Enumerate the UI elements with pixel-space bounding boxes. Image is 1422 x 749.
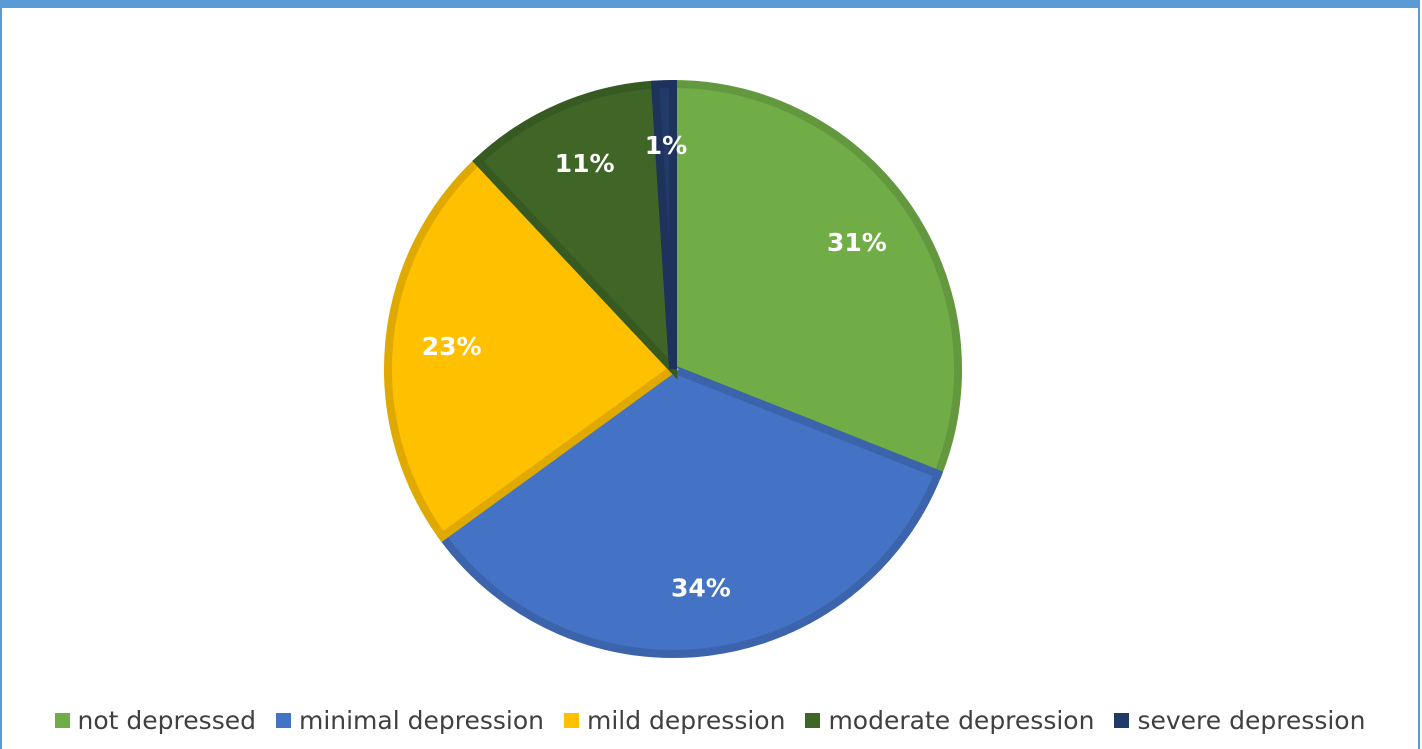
legend-swatch [1114, 712, 1130, 728]
pie-slices [383, 79, 962, 658]
legend-swatch [54, 712, 70, 728]
legend-item-minimal-depression: minimal depression [275, 705, 544, 735]
pie-slice-severe-depression [650, 79, 677, 370]
data-label-not-depressed: 31% [827, 228, 887, 257]
pie-data-labels: 31% 34% 23% 11% 1% [422, 131, 887, 603]
pie-slice-mild-depression [383, 155, 680, 543]
legend-label: not depressed [77, 705, 256, 735]
chart-legend: not depressed minimal depression mild de… [0, 700, 1420, 740]
legend-swatch [275, 712, 291, 728]
pie-slice-moderate-depression [472, 80, 678, 380]
legend-item-mild-depression: mild depression [564, 706, 785, 735]
legend-label: severe depression [1137, 705, 1366, 735]
legend-label: moderate depression [828, 705, 1095, 735]
pie-slice-not-depressed [669, 79, 962, 480]
legend-item-not-depressed: not depressed [54, 705, 256, 735]
legend-swatch [805, 712, 821, 728]
data-label-severe-depression: 1% [645, 131, 687, 160]
data-label-moderate-depression: 11% [555, 149, 615, 178]
pie-slice-minimal-depression [436, 364, 944, 658]
legend-label: minimal depression [298, 705, 544, 735]
data-label-minimal-depression: 34% [671, 574, 731, 603]
data-label-mild-depression: 23% [422, 332, 482, 361]
legend-item-severe-depression: severe depression [1114, 706, 1365, 735]
legend-swatch [564, 712, 579, 728]
legend-item-moderate-depression: moderate depression [805, 706, 1094, 735]
legend-label: mild depression [587, 705, 786, 735]
